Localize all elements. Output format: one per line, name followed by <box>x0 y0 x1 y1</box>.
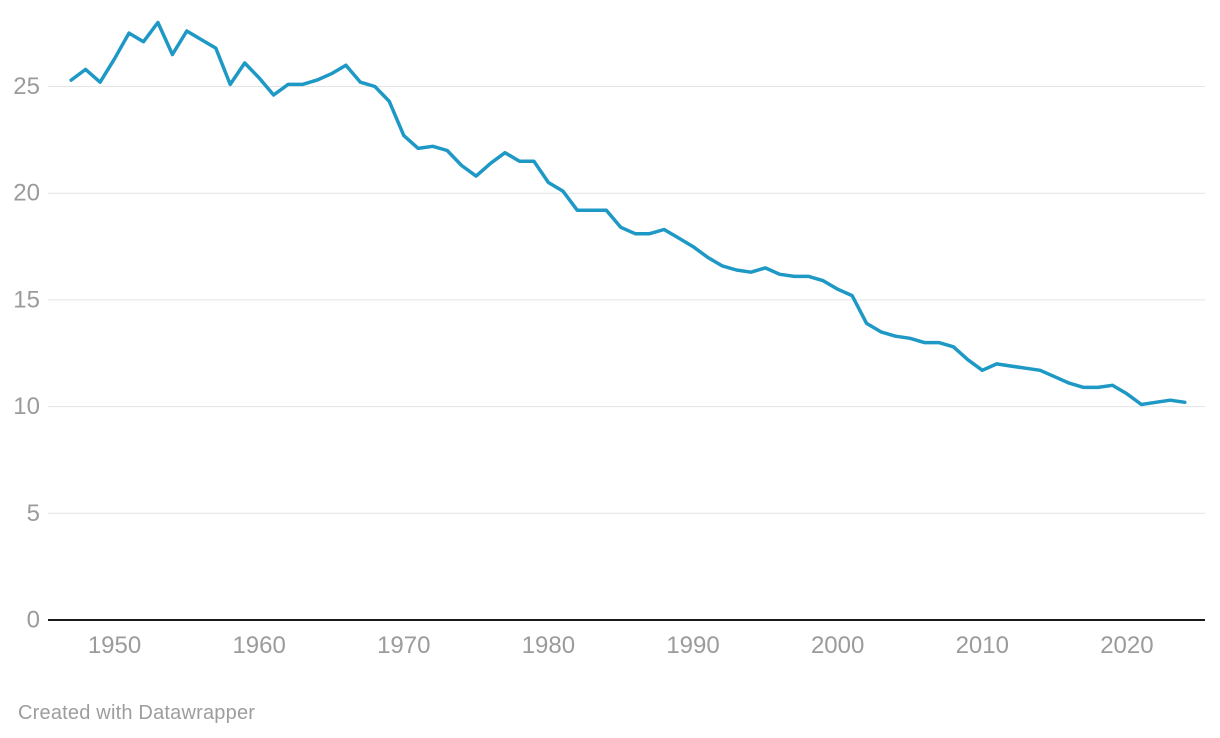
x-tick-label: 1980 <box>522 632 575 659</box>
y-tick-label: 0 <box>27 607 40 634</box>
x-tick-label: 1990 <box>666 632 719 659</box>
x-tick-label: 1950 <box>88 632 141 659</box>
x-tick-label: 1970 <box>377 632 430 659</box>
series-group <box>69 20 1187 407</box>
x-axis-labels-group: 1950 1960 1970 1980 1990 2000 2010 2020 <box>88 632 1154 659</box>
datawrapper-credit: Created with Datawrapper <box>18 702 255 725</box>
y-tick-label: 10 <box>13 393 40 420</box>
x-tick-label: 1960 <box>232 632 285 659</box>
y-tick-label: 25 <box>13 73 40 100</box>
credit-text: Created with Datawrapper <box>18 702 256 724</box>
y-tick-label: 5 <box>27 500 40 527</box>
x-tick-label: 2020 <box>1100 632 1153 659</box>
x-tick-label: 2000 <box>811 632 864 659</box>
x-tick-label: 2010 <box>956 632 1009 659</box>
data-line-series <box>69 20 1187 407</box>
y-axis-labels-group: 0 5 10 15 20 25 <box>13 73 40 634</box>
gridlines-group <box>48 86 1205 621</box>
y-tick-label: 15 <box>13 286 40 313</box>
y-tick-label: 20 <box>13 180 40 207</box>
